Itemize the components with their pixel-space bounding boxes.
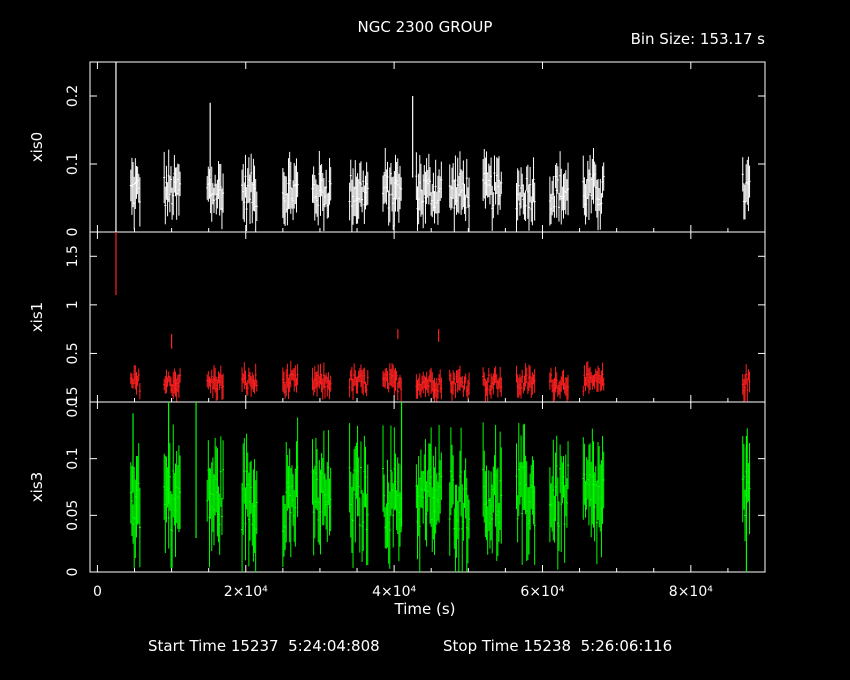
- panel-xis3: 0 0.05 0.1 0.15 xis3: [28, 386, 766, 577]
- stop-time-label: Stop Time 15238 5:26:06:116: [443, 637, 672, 655]
- plot-title: NGC 2300 GROUP: [358, 18, 493, 36]
- panel-frame: [89, 401, 766, 573]
- x-tick-label: 4×10⁴: [372, 584, 416, 600]
- x-tick-label: 8×10⁴: [669, 584, 713, 600]
- panel-frame: [89, 61, 766, 233]
- y-tick-label: 1.5: [65, 245, 81, 267]
- y-tick-label: 0: [65, 228, 81, 237]
- x-tick-label: 2×10⁴: [224, 584, 268, 600]
- panels-layer: 00.10.2xis000.511.5xis100.050.10.15xis30…: [28, 61, 766, 600]
- y-axis-label-xis3: xis3: [28, 472, 46, 502]
- y-tick-label: 1: [65, 300, 81, 309]
- start-time-label: Start Time 15237 5:24:04:808: [148, 637, 380, 655]
- y-axis-label-xis0: xis0: [28, 132, 46, 162]
- y-tick-label: 0: [65, 568, 81, 577]
- y-tick-label: 0.1: [65, 153, 81, 175]
- y-tick-label: 0: [65, 398, 81, 407]
- y-tick-label: 0.5: [65, 342, 81, 364]
- bin-size-label: Bin Size: 153.17 s: [631, 30, 766, 48]
- x-tick-label: 6×10⁴: [520, 584, 564, 600]
- y-tick-label: 0.15: [65, 386, 81, 417]
- y-tick-label: 0.1: [65, 448, 81, 470]
- y-axis-label-xis1: xis1: [28, 302, 46, 332]
- panel-xis0: 0 0.1 0.2 xis0: [28, 61, 766, 237]
- x-tick-label: 0: [93, 584, 102, 600]
- panel-frame: [89, 231, 766, 403]
- panel-xis1: 0 0.5 1 1.5 xis1: [28, 231, 766, 407]
- y-tick-label: 0.05: [65, 500, 81, 531]
- y-tick-label: 0.2: [65, 85, 81, 107]
- x-axis-label: Time (s): [394, 600, 456, 618]
